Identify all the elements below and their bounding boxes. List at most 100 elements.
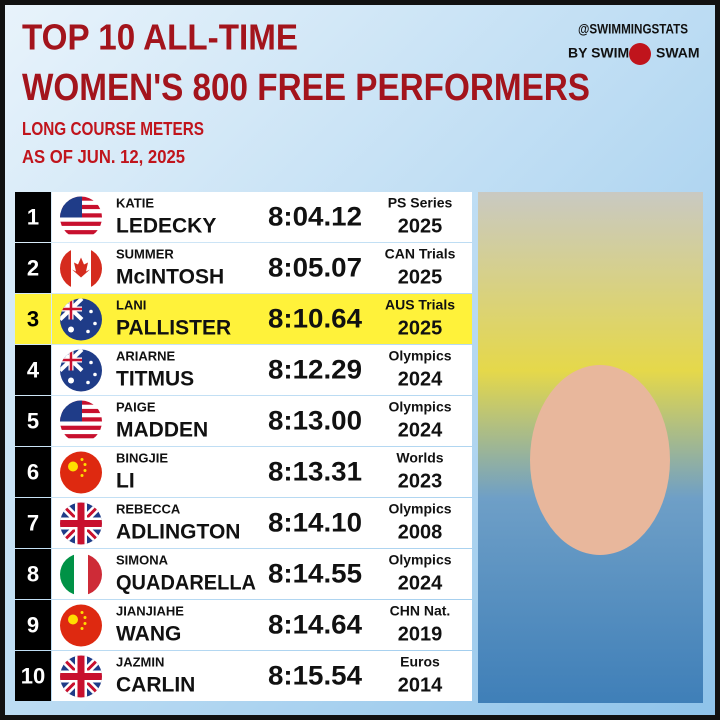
year: 2024 (398, 419, 443, 441)
row-background (52, 345, 472, 395)
first-name: SIMONA (116, 552, 169, 567)
row-background (52, 192, 472, 242)
meet: Olympics (388, 348, 451, 364)
flag (60, 401, 102, 443)
row-background (52, 600, 472, 650)
last-name: CARLIN (116, 674, 195, 697)
row-background (52, 243, 472, 293)
rank-cell (15, 651, 51, 701)
meet: CHN Nat. (390, 603, 451, 619)
first-name: SUMMER (116, 246, 174, 261)
meet: PS Series (388, 195, 453, 211)
time: 8:15.54 (268, 661, 362, 691)
rank-cell (15, 447, 51, 497)
year: 2025 (398, 317, 443, 339)
year: 2014 (398, 674, 443, 696)
title: WOMEN'S 800 FREE PERFORMERS (22, 67, 590, 109)
flag (60, 350, 102, 392)
flag (60, 503, 102, 545)
year: 2024 (398, 572, 443, 594)
rank: 1 (27, 204, 39, 229)
first-name: KATIE (116, 195, 154, 210)
rank-cell (15, 549, 51, 599)
year: 2025 (398, 266, 443, 288)
meet: AUS Trials (385, 297, 455, 313)
rank: 9 (27, 612, 39, 637)
time: 8:13.00 (268, 406, 362, 436)
row-background (52, 651, 472, 701)
row-background (52, 396, 472, 446)
brand: BY SWIM (568, 45, 629, 61)
time: 8:13.31 (268, 457, 362, 487)
first-name: ARIARNE (116, 348, 176, 363)
last-name: PALLISTER (116, 317, 231, 340)
first-name: LANI (116, 297, 146, 312)
rank-cell (15, 498, 51, 548)
first-name: PAIGE (116, 399, 156, 414)
meet: Olympics (388, 399, 451, 415)
rank: 4 (27, 357, 40, 382)
time: 8:14.64 (268, 610, 362, 640)
meet: Olympics (388, 501, 451, 517)
first-name: BINGJIE (116, 450, 168, 465)
swimmer-photo (530, 365, 670, 555)
last-name: McINTOSH (116, 266, 224, 289)
last-name: WANG (116, 623, 181, 646)
brand: SWAM (656, 45, 700, 61)
year: 2008 (398, 521, 443, 543)
rank-cell (15, 600, 51, 650)
flag (60, 248, 102, 290)
rank-cell (15, 396, 51, 446)
rank-cell (15, 294, 51, 344)
rank: 7 (27, 510, 39, 535)
year: 2023 (398, 470, 443, 492)
meet: Olympics (388, 552, 451, 568)
title: TOP 10 ALL-TIME (22, 17, 298, 58)
last-name: ADLINGTON (116, 521, 240, 544)
last-name: LI (116, 470, 135, 493)
meet: Worlds (396, 450, 443, 466)
time: 8:14.10 (268, 508, 362, 538)
rank: 2 (27, 255, 39, 280)
row-background (52, 294, 472, 344)
flag (60, 197, 102, 239)
last-name: TITMUS (116, 368, 194, 391)
time: 8:14.55 (268, 559, 362, 589)
first-name: JIANJIAHE (116, 603, 184, 618)
time: 8:10.64 (268, 304, 362, 334)
ranking-table: 1 KATIE LEDECKY 8:04.12 PS Series 2025 2 SUMMER… (15, 192, 472, 701)
meet: CAN Trials (385, 246, 456, 262)
meet: Euros (400, 654, 440, 670)
brand: @SWIMMINGSTATS (578, 21, 688, 37)
rank-cell (15, 243, 51, 293)
last-name: QUADARELLA (116, 572, 256, 595)
row-background (52, 447, 472, 497)
rank: 6 (27, 459, 39, 484)
rank: 5 (27, 408, 39, 433)
time: 8:05.07 (268, 253, 362, 283)
subtitle: AS OF JUN. 12, 2025 (22, 147, 185, 167)
flag (60, 554, 102, 596)
time: 8:04.12 (268, 202, 362, 232)
year: 2025 (398, 215, 443, 237)
year: 2024 (398, 368, 443, 390)
flag (60, 452, 102, 494)
row-background (52, 498, 472, 548)
flag (60, 605, 102, 647)
rank: 3 (27, 306, 39, 331)
rank-cell (15, 345, 51, 395)
row-background (52, 549, 472, 599)
year: 2019 (398, 623, 443, 645)
last-name: MADDEN (116, 419, 208, 442)
flag (60, 656, 102, 698)
rank: 8 (27, 561, 39, 586)
first-name: REBECCA (116, 501, 181, 516)
subtitle: LONG COURSE METERS (22, 119, 204, 139)
time: 8:12.29 (268, 355, 362, 385)
brand-logo (629, 43, 651, 65)
rank-cell (15, 192, 51, 242)
flag (60, 299, 102, 341)
last-name: LEDECKY (116, 215, 216, 238)
rank: 10 (21, 663, 45, 688)
